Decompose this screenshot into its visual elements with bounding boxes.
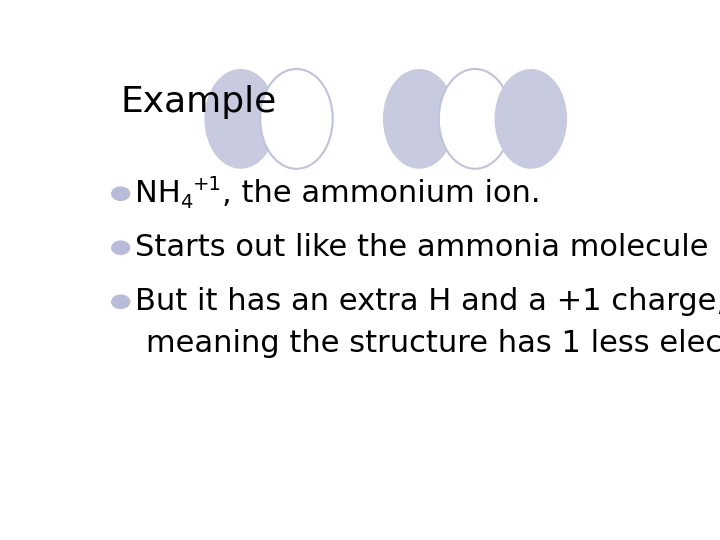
Text: But it has an extra H and a +1 charge,: But it has an extra H and a +1 charge, [135,287,720,316]
Ellipse shape [260,69,333,169]
Text: meaning the structure has 1 less electron.: meaning the structure has 1 less electro… [145,329,720,358]
Text: Starts out like the ammonia molecule NH: Starts out like the ammonia molecule NH [135,233,720,262]
Circle shape [112,295,130,308]
Circle shape [112,241,130,254]
Text: NH: NH [135,179,181,208]
Circle shape [112,187,130,200]
Ellipse shape [495,69,567,169]
Text: , the ammonium ion.: , the ammonium ion. [222,179,540,208]
Text: +1: +1 [193,175,222,194]
Text: 4: 4 [181,193,193,212]
Ellipse shape [383,69,456,169]
Ellipse shape [438,69,511,169]
Ellipse shape [204,69,277,169]
Text: Example: Example [121,85,277,119]
